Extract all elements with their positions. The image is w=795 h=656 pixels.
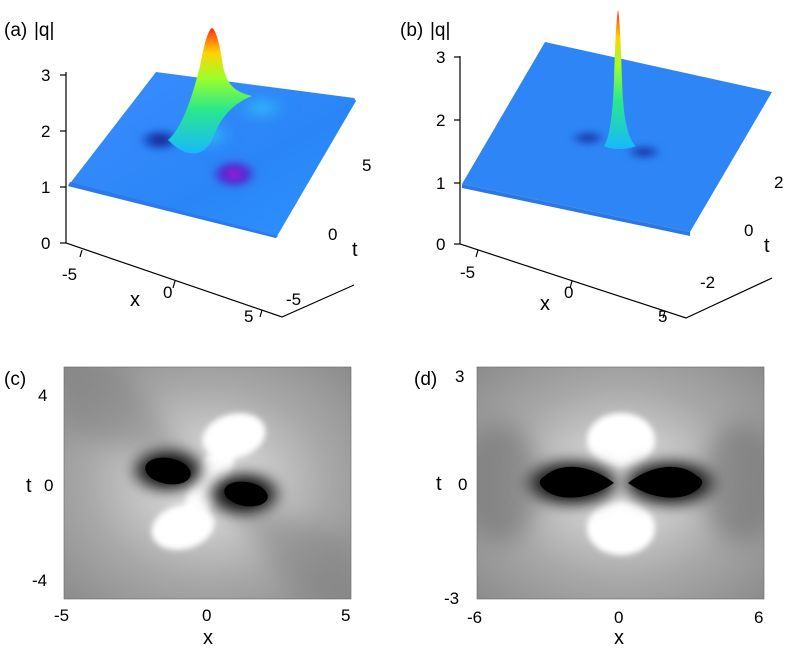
panel-a-z-axis: [65, 72, 355, 318]
panel-a-xtick-5: 5: [244, 307, 253, 326]
panel-d-frame: [476, 366, 765, 600]
panel-a-surface: [68, 28, 356, 238]
panel-a-ttick-0: 0: [328, 225, 337, 244]
panel-a-ttick-neg5: -5: [286, 290, 301, 309]
panel-b-x-ticks: [475, 249, 666, 319]
panel-c-xtick-0: 0: [202, 606, 211, 625]
panel-a-peak: [168, 28, 252, 154]
panel-b-ztick-2: 2: [436, 111, 445, 130]
panel-b-ttick-2: 2: [774, 173, 783, 192]
panel-b-z-ticks: [454, 56, 460, 245]
panel-b: (b) |q| 3 2 1 0 -5 0 5 x 2 0 -2 t: [400, 10, 783, 326]
panel-c-ytick-neg4: -4: [32, 571, 47, 590]
panel-c-heatmap: [64, 367, 351, 599]
panel-c-xtick-neg5: -5: [54, 606, 69, 625]
panel-d-label: (d): [414, 369, 437, 390]
panel-b-xlabel: x: [540, 293, 550, 315]
panel-b-ztick-3: 3: [436, 48, 445, 67]
panel-b-label: (b): [400, 20, 423, 41]
panel-a-zlabel: |q|: [34, 20, 54, 41]
panel-d-ylabel: t: [436, 473, 442, 495]
panel-c-ylabel: t: [26, 475, 32, 497]
panel-d-xtick-6: 6: [754, 608, 763, 627]
panel-b-ztick-0: 0: [436, 235, 445, 254]
panel-c-ytick-0: 0: [44, 476, 53, 495]
panel-a-ztick-3: 3: [41, 66, 50, 85]
panel-a-z-ticks: [60, 74, 66, 244]
panel-a-xtick-0: 0: [163, 283, 172, 302]
panel-c-frame: [63, 366, 352, 600]
panel-d-xtick-neg6: -6: [467, 608, 482, 627]
panel-b-ztick-1: 1: [436, 174, 445, 193]
panel-d-ytick-neg3: -3: [444, 589, 459, 608]
panel-a-label: (a): [4, 20, 27, 41]
panel-a-xlabel: x: [130, 289, 140, 311]
panel-b-zlabel: |q|: [430, 20, 450, 41]
panel-b-xtick-5: 5: [658, 307, 667, 326]
panel-a-xtick-neg5: -5: [62, 265, 77, 284]
panel-a: (a) |q| 3 2 1 0 -5 0 5 x 5 0 -5 t: [4, 20, 371, 326]
panel-a-ztick-1: 1: [41, 178, 50, 197]
panel-c: (c) 4 0 -4 t -5 0 5 x: [4, 366, 352, 649]
panel-d-ytick-0: 0: [458, 475, 467, 494]
panel-b-xtick-0: 0: [564, 283, 573, 302]
panel-a-ztick-2: 2: [41, 122, 50, 141]
panel-c-xlabel: x: [203, 627, 213, 649]
panel-b-xtick-neg5: -5: [460, 263, 475, 282]
panel-d-heatmap: [477, 367, 764, 599]
panel-b-peak: [604, 10, 636, 149]
panel-b-ttick-0: 0: [744, 221, 753, 240]
panel-a-ttick-5: 5: [362, 156, 371, 175]
panel-a-x-ticks: [79, 249, 263, 318]
panel-b-tlabel: t: [764, 235, 770, 257]
panel-b-ttick-neg2: -2: [700, 273, 715, 292]
panel-c-ytick-4: 4: [38, 386, 47, 405]
panel-a-tlabel: t: [352, 239, 358, 261]
panel-a-ztick-0: 0: [41, 234, 50, 253]
panel-d-ytick-3: 3: [455, 367, 464, 386]
panel-b-surface: [462, 10, 772, 236]
panel-d: (d) 3 0 -3 t -6 0 6 x: [414, 366, 765, 649]
panel-b-z-axis: [459, 56, 773, 319]
panel-c-xtick-5: 5: [341, 606, 350, 625]
panel-d-xlabel: x: [614, 627, 624, 649]
panel-c-label: (c): [4, 369, 26, 390]
panel-d-xtick-0: 0: [614, 608, 623, 627]
